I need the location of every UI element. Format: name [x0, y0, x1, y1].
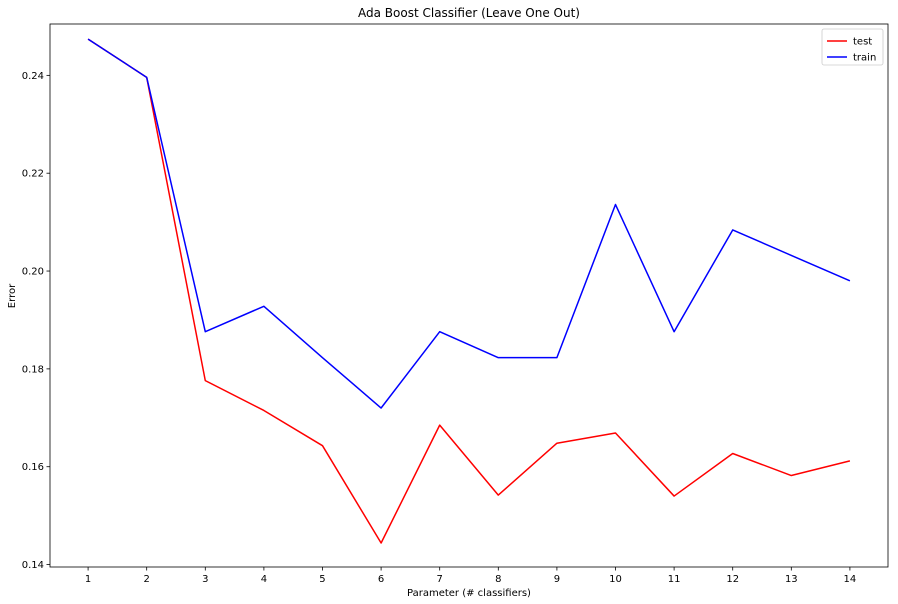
x-tick-label: 9: [554, 574, 560, 585]
y-tick-label: 0.18: [22, 364, 44, 375]
x-tick-label: 13: [785, 574, 798, 585]
series-line-train: [87, 38, 851, 409]
series-line-test: [87, 38, 851, 544]
x-tick-label: 14: [844, 574, 857, 585]
plot-frame: [49, 23, 889, 568]
x-tick-label: 5: [319, 574, 325, 585]
y-tick-label: 0.24: [22, 71, 44, 82]
x-tick-label: 3: [202, 574, 208, 585]
y-tick-label: 0.22: [22, 169, 44, 180]
x-tick-label: 2: [144, 574, 150, 585]
x-tick-label: 7: [437, 574, 443, 585]
chart-title: Ada Boost Classifier (Leave One Out): [358, 6, 580, 20]
legend-label-test: test: [853, 37, 872, 48]
y-axis-label: Error: [7, 283, 18, 308]
legend-box: [821, 28, 884, 66]
x-tick-label: 8: [495, 574, 501, 585]
x-axis-label: Parameter (# classifiers): [407, 588, 531, 599]
legend-label-train: train: [853, 53, 876, 64]
x-tick-label: 1: [85, 574, 91, 585]
x-tick-label: 12: [726, 574, 739, 585]
x-tick-label: 10: [609, 574, 622, 585]
legend: test train: [821, 28, 884, 66]
x-tick-label: 6: [378, 574, 384, 585]
y-tick-label: 0.16: [22, 462, 44, 473]
y-tick-label: 0.14: [22, 560, 44, 571]
x-tick-label: 4: [261, 574, 267, 585]
y-tick-label: 0.20: [22, 267, 44, 278]
x-tick-label: 11: [668, 574, 681, 585]
